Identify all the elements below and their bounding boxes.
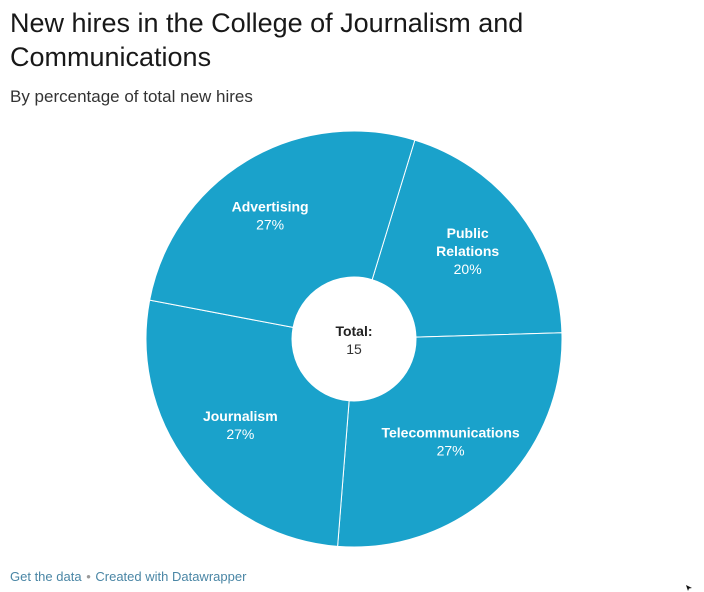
- slice-value-label: 27%: [256, 217, 284, 233]
- footer-separator: •: [86, 569, 91, 584]
- slice-label-line: Relations: [436, 243, 499, 259]
- slice-label-line: Journalism: [203, 408, 278, 424]
- slice-advertising: [149, 130, 416, 329]
- slice-journalism: [145, 299, 350, 547]
- chart-subtitle: By percentage of total new hires: [10, 87, 253, 106]
- slice-label-line: Telecommunications: [381, 425, 519, 441]
- slice-label-public-relations: Public Relations 20%: [436, 225, 499, 277]
- slice-telecommunications: [337, 332, 563, 548]
- slice-label-line: Advertising: [232, 199, 309, 215]
- created-with-datawrapper-link[interactable]: Created with Datawrapper: [95, 569, 247, 584]
- get-the-data-link[interactable]: Get the data: [10, 569, 82, 584]
- slice-value-label: 20%: [454, 261, 482, 277]
- slice-value-label: 27%: [437, 443, 465, 459]
- donut-slices: [145, 130, 563, 548]
- chart-title: New hires in the College of Journalism a…: [10, 8, 524, 72]
- slice-labels: Public Relations 20%Telecommunications 27%J…: [203, 199, 520, 459]
- center-total-label: Total:: [335, 323, 372, 339]
- chart-footer: Get the data • Created with Datawrapper: [10, 569, 246, 584]
- slice-value-label: 27%: [226, 426, 254, 442]
- slice-label-telecommunications: Telecommunications 27%: [381, 425, 519, 459]
- slice-label-advertising: Advertising 27%: [232, 199, 309, 233]
- slice-label-line: Public: [447, 225, 489, 241]
- center-total-value: 15: [346, 341, 362, 357]
- slice-public-relations: [371, 139, 563, 338]
- slice-label-journalism: Journalism 27%: [203, 408, 278, 442]
- mouse-cursor-icon: [686, 585, 692, 591]
